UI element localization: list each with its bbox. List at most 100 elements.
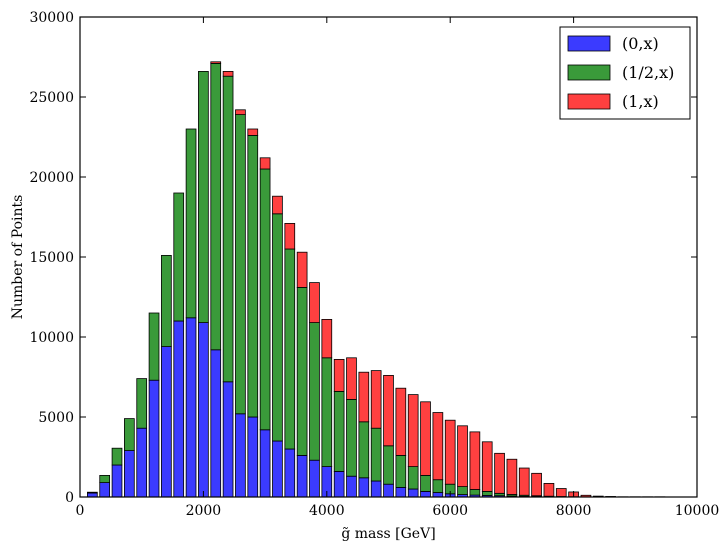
bar-s0-7 xyxy=(174,321,184,497)
y-tick-label-6: 30000 xyxy=(29,10,74,26)
bar-s2-28 xyxy=(433,413,443,480)
bar-s2-35 xyxy=(519,468,529,495)
bar-s1-5 xyxy=(149,313,159,380)
bar-s1-20 xyxy=(334,391,344,471)
bar-s0-27 xyxy=(421,491,431,497)
bar-s1-23 xyxy=(371,428,381,481)
bar-s0-8 xyxy=(186,318,196,497)
bar-s0-17 xyxy=(297,455,307,497)
legend: (0,x) (1/2,x) (1,x) xyxy=(560,27,690,119)
y-tick-label-1: 5000 xyxy=(38,410,74,426)
bar-s2-22 xyxy=(359,372,369,422)
bar-s2-18 xyxy=(310,283,320,323)
bar-s1-8 xyxy=(186,129,196,318)
bar-s2-21 xyxy=(347,358,357,400)
bar-s2-13 xyxy=(248,129,258,135)
bar-s2-27 xyxy=(421,402,431,476)
bar-s1-12 xyxy=(235,115,245,414)
bar-s2-34 xyxy=(507,459,517,494)
bar-s1-28 xyxy=(433,480,443,493)
bar-s0-23 xyxy=(371,481,381,497)
bar-s0-10 xyxy=(211,350,221,497)
bar-s0-5 xyxy=(149,380,159,497)
bar-s1-22 xyxy=(359,422,369,478)
bar-s2-16 xyxy=(285,223,295,249)
bar-s0-4 xyxy=(137,428,147,497)
bar-s2-29 xyxy=(445,420,455,484)
bar-s2-33 xyxy=(495,453,505,493)
bar-s1-17 xyxy=(297,287,307,455)
bar-s2-38 xyxy=(556,489,566,497)
bar-s2-25 xyxy=(396,388,406,455)
bar-s2-24 xyxy=(384,375,394,445)
bar-s1-1 xyxy=(100,475,110,482)
bar-s1-25 xyxy=(396,455,406,487)
bar-s0-1 xyxy=(100,483,110,497)
x-tick-label-0: 0 xyxy=(76,503,85,519)
y-tick-label-5: 25000 xyxy=(29,90,74,106)
bar-s0-24 xyxy=(384,484,394,497)
bar-s0-16 xyxy=(285,449,295,497)
x-tick-label-4: 8000 xyxy=(556,503,592,519)
bar-s1-24 xyxy=(384,446,394,484)
bar-s0-28 xyxy=(433,493,443,497)
bar-s1-7 xyxy=(174,193,184,321)
y-tick-label-3: 15000 xyxy=(29,250,74,266)
y-tick-label-0: 0 xyxy=(65,490,74,506)
bar-s2-19 xyxy=(322,319,332,357)
bar-s2-32 xyxy=(482,442,492,492)
legend-label-0: (0,x) xyxy=(622,34,659,53)
bar-s1-2 xyxy=(112,448,122,465)
legend-label-1: (1/2,x) xyxy=(622,63,674,82)
bar-s0-9 xyxy=(198,323,208,497)
bar-s2-37 xyxy=(544,483,554,496)
x-tick-label-1: 2000 xyxy=(186,503,222,519)
legend-swatch-2 xyxy=(568,94,610,109)
bar-s1-30 xyxy=(458,487,468,495)
bar-s1-13 xyxy=(248,135,258,417)
x-tick-label-2: 4000 xyxy=(309,503,345,519)
y-tick-label-2: 10000 xyxy=(29,330,74,346)
bar-s0-25 xyxy=(396,487,406,497)
bar-s0-21 xyxy=(347,476,357,497)
bar-s0-6 xyxy=(161,347,171,497)
bars-layer xyxy=(87,62,665,497)
bar-s1-6 xyxy=(161,255,171,346)
bar-s0-11 xyxy=(223,382,233,497)
bar-s0-14 xyxy=(260,430,270,497)
bar-s1-19 xyxy=(322,358,332,467)
bar-s1-4 xyxy=(137,379,147,429)
bar-s2-26 xyxy=(408,395,418,467)
bar-s2-31 xyxy=(470,432,480,490)
bar-s2-12 xyxy=(235,110,245,115)
bar-s0-3 xyxy=(124,451,134,497)
x-tick-label-5: 10000 xyxy=(675,503,720,519)
legend-label-2: (1,x) xyxy=(622,92,659,111)
bar-s0-22 xyxy=(359,478,369,497)
bar-s0-18 xyxy=(310,460,320,497)
bar-s1-26 xyxy=(408,467,418,489)
bar-s1-3 xyxy=(124,419,134,451)
bar-s1-0 xyxy=(87,492,97,493)
bar-s2-20 xyxy=(334,359,344,391)
bar-s0-15 xyxy=(273,441,283,497)
x-axis-label: g̃ mass [GeV] xyxy=(341,526,435,542)
bar-s0-12 xyxy=(235,414,245,497)
bar-s2-36 xyxy=(532,473,542,495)
bar-s2-15 xyxy=(273,196,283,214)
bar-s1-9 xyxy=(198,71,208,322)
legend-swatch-0 xyxy=(568,36,610,51)
y-axis-label: Number of Points xyxy=(10,195,26,320)
bar-s1-18 xyxy=(310,323,320,461)
bar-s2-23 xyxy=(371,371,381,429)
bar-s0-13 xyxy=(248,417,258,497)
bar-s2-17 xyxy=(297,252,307,287)
bar-s1-32 xyxy=(482,491,492,495)
bar-s0-26 xyxy=(408,489,418,497)
bar-s1-16 xyxy=(285,249,295,449)
bar-s1-11 xyxy=(223,76,233,382)
bar-s1-14 xyxy=(260,169,270,430)
bar-s0-2 xyxy=(112,465,122,497)
bar-s0-20 xyxy=(334,471,344,497)
